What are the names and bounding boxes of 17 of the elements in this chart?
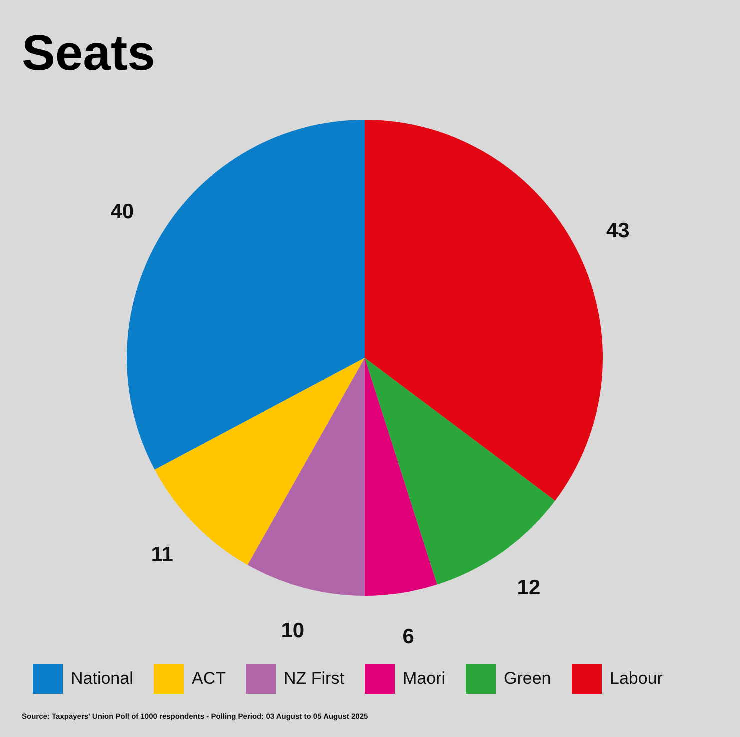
pie-slice <box>365 120 603 501</box>
pie-slice <box>248 358 365 596</box>
pie-slice <box>154 358 365 566</box>
data-label: 12 <box>517 576 541 600</box>
legend-label: NZ First <box>284 669 345 688</box>
data-label: 10 <box>281 620 305 643</box>
data-label: 40 <box>110 200 134 224</box>
legend-label: Maori <box>403 669 446 688</box>
data-label: 6 <box>402 626 414 649</box>
legend-label: Labour <box>610 669 664 688</box>
pie-slice <box>365 358 438 596</box>
legend-label: National <box>71 669 134 688</box>
legend-label: ACT <box>192 669 226 688</box>
legend-label: Green <box>504 669 552 688</box>
chart-title: Seats <box>22 25 156 81</box>
data-label: 43 <box>606 219 630 242</box>
data-label: 11 <box>151 544 174 567</box>
